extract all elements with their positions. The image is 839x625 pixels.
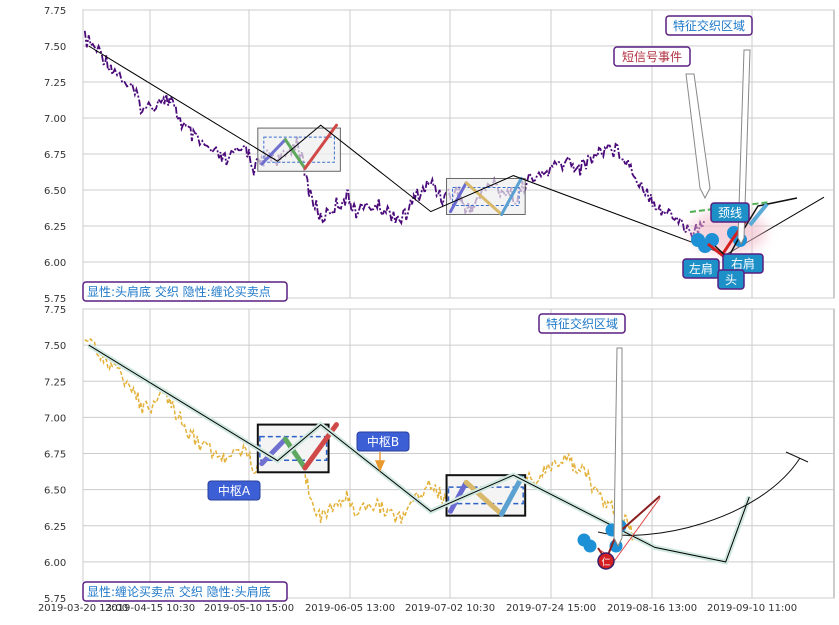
xtick-label: 2019-04-15 10:30 bbox=[105, 603, 195, 614]
zhongshu-b-label-box bbox=[356, 431, 410, 452]
upper-zigzag-stroke bbox=[260, 138, 287, 166]
upper-ytick-label: 6.75 bbox=[44, 150, 66, 161]
upper-zhongshu-box bbox=[257, 127, 341, 172]
xtick-label: 2019-07-02 10:30 bbox=[405, 603, 495, 614]
upper-legend-text: 显性:头肩底 交织 隐性:缠论买卖点 bbox=[87, 284, 271, 299]
upper-ytick-label: 6.50 bbox=[44, 186, 66, 197]
short-signal-arrow bbox=[685, 73, 711, 200]
head-label-text: 头 bbox=[725, 273, 737, 287]
upper-ytick-label: 6.00 bbox=[44, 258, 66, 269]
upper-ytick-label: 7.75 bbox=[44, 6, 66, 17]
lower-zhongshu-inner-box bbox=[447, 486, 524, 505]
lower-legend-text: 显性:缠论买卖点 交织 隐性:头肩底 bbox=[87, 584, 271, 599]
neckline-label-box bbox=[710, 202, 750, 223]
signal-bubble bbox=[705, 233, 719, 247]
lower-ytick-label: 7.25 bbox=[44, 377, 66, 388]
left-shoulder-label-text: 左肩 bbox=[689, 261, 713, 276]
lower-ytick-label: 7.50 bbox=[44, 341, 66, 352]
upper-zigzag-stroke bbox=[500, 176, 523, 216]
head-label-box bbox=[717, 269, 745, 290]
upper-ytick-label: 7.50 bbox=[44, 42, 66, 53]
xtick-label: 2019-06-05 13:00 bbox=[305, 603, 395, 614]
xtick-label: 2019-03-20 13:00 bbox=[38, 603, 128, 614]
short-signal-label-box bbox=[613, 46, 691, 67]
left-shoulder-label-box bbox=[682, 258, 720, 279]
upper-zhongshu-inner-box bbox=[452, 186, 520, 206]
upper-ytick-label: 5.75 bbox=[44, 294, 66, 305]
upper-zigzag-stroke bbox=[448, 181, 468, 214]
lower-zigzag-stroke bbox=[463, 479, 505, 517]
xtick-label: 2019-09-10 11:00 bbox=[707, 603, 797, 614]
upper-zigzag-stroke bbox=[464, 181, 504, 216]
upper-price-line bbox=[83, 30, 705, 241]
zhongshu-a-label-text: 中枢A bbox=[218, 483, 251, 498]
upper-feature-zone-label-text: 特征交织区域 bbox=[673, 18, 745, 33]
upper-zigzag-stroke bbox=[303, 123, 338, 170]
buy-point-marker bbox=[597, 552, 615, 570]
lower-trend-line bbox=[88, 344, 750, 563]
lower-feature-zone-label-box bbox=[538, 313, 626, 334]
xtick-label: 2019-05-10 15:00 bbox=[204, 603, 294, 614]
hs-blue-stroke bbox=[748, 202, 769, 227]
lower-legend-box bbox=[82, 581, 288, 602]
short-signal-label-text: 短信号事件 bbox=[622, 50, 682, 64]
zhongshu-b-label-text: 中枢B bbox=[367, 434, 399, 449]
signal-bubble bbox=[727, 226, 741, 240]
zhongshu-b-arrow bbox=[374, 452, 386, 472]
upper-legend-box bbox=[82, 281, 288, 302]
lower-price-line bbox=[84, 337, 635, 541]
lower-signal-bubble bbox=[583, 539, 597, 553]
lower-ytick-label: 6.50 bbox=[44, 486, 66, 497]
upper-ytick-label: 6.25 bbox=[44, 222, 66, 233]
lower-ytick-label: 7.75 bbox=[44, 305, 66, 316]
lower-ytick-label: 6.75 bbox=[44, 450, 66, 461]
lower-ytick-label: 6.00 bbox=[44, 558, 66, 569]
lower-ytick-label: 5.75 bbox=[44, 594, 66, 605]
upper-feature-zone-label-box bbox=[665, 15, 753, 36]
lower-feature-zone-arrow bbox=[613, 347, 623, 548]
lower-feature-zone-label-text: 特征交织区域 bbox=[546, 316, 618, 331]
zhongshu-a-label-box bbox=[207, 480, 261, 501]
lower-zigzag-stroke bbox=[282, 436, 308, 471]
right-shoulder-label-text: 右肩 bbox=[731, 256, 755, 271]
upper-ytick-label: 7.25 bbox=[44, 78, 66, 89]
projection-end-tick bbox=[785, 451, 809, 463]
buy-point-text: 仁 bbox=[601, 556, 610, 568]
neckline-label-text: 颈线 bbox=[718, 206, 742, 220]
upper-zigzag-stroke bbox=[283, 138, 307, 170]
upper-ytick-label: 7.00 bbox=[44, 114, 66, 125]
lower-ytick-label: 6.25 bbox=[44, 522, 66, 533]
lower-zigzag-stroke bbox=[499, 475, 524, 517]
xtick-label: 2019-08-16 13:00 bbox=[607, 603, 697, 614]
lower-zigzag-stroke bbox=[259, 436, 288, 467]
xtick-label: 2019-07-24 15:00 bbox=[506, 603, 596, 614]
lower-ytick-label: 7.00 bbox=[44, 413, 66, 424]
